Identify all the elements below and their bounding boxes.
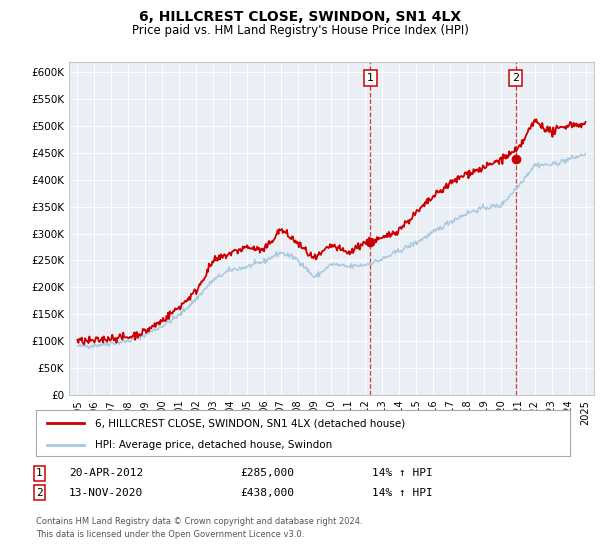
Text: 2: 2 <box>512 73 519 83</box>
Text: 14% ↑ HPI: 14% ↑ HPI <box>372 468 433 478</box>
Text: 1: 1 <box>367 73 374 83</box>
Text: 14% ↑ HPI: 14% ↑ HPI <box>372 488 433 498</box>
Text: Price paid vs. HM Land Registry's House Price Index (HPI): Price paid vs. HM Land Registry's House … <box>131 24 469 36</box>
Text: HPI: Average price, detached house, Swindon: HPI: Average price, detached house, Swin… <box>95 440 332 450</box>
Text: £438,000: £438,000 <box>240 488 294 498</box>
Text: 6, HILLCREST CLOSE, SWINDON, SN1 4LX (detached house): 6, HILLCREST CLOSE, SWINDON, SN1 4LX (de… <box>95 418 405 428</box>
Text: This data is licensed under the Open Government Licence v3.0.: This data is licensed under the Open Gov… <box>36 530 304 539</box>
Text: 20-APR-2012: 20-APR-2012 <box>69 468 143 478</box>
Text: £285,000: £285,000 <box>240 468 294 478</box>
Text: 2: 2 <box>36 488 43 498</box>
Text: 6, HILLCREST CLOSE, SWINDON, SN1 4LX: 6, HILLCREST CLOSE, SWINDON, SN1 4LX <box>139 10 461 24</box>
Text: Contains HM Land Registry data © Crown copyright and database right 2024.: Contains HM Land Registry data © Crown c… <box>36 517 362 526</box>
Text: 13-NOV-2020: 13-NOV-2020 <box>69 488 143 498</box>
Text: 1: 1 <box>36 468 43 478</box>
